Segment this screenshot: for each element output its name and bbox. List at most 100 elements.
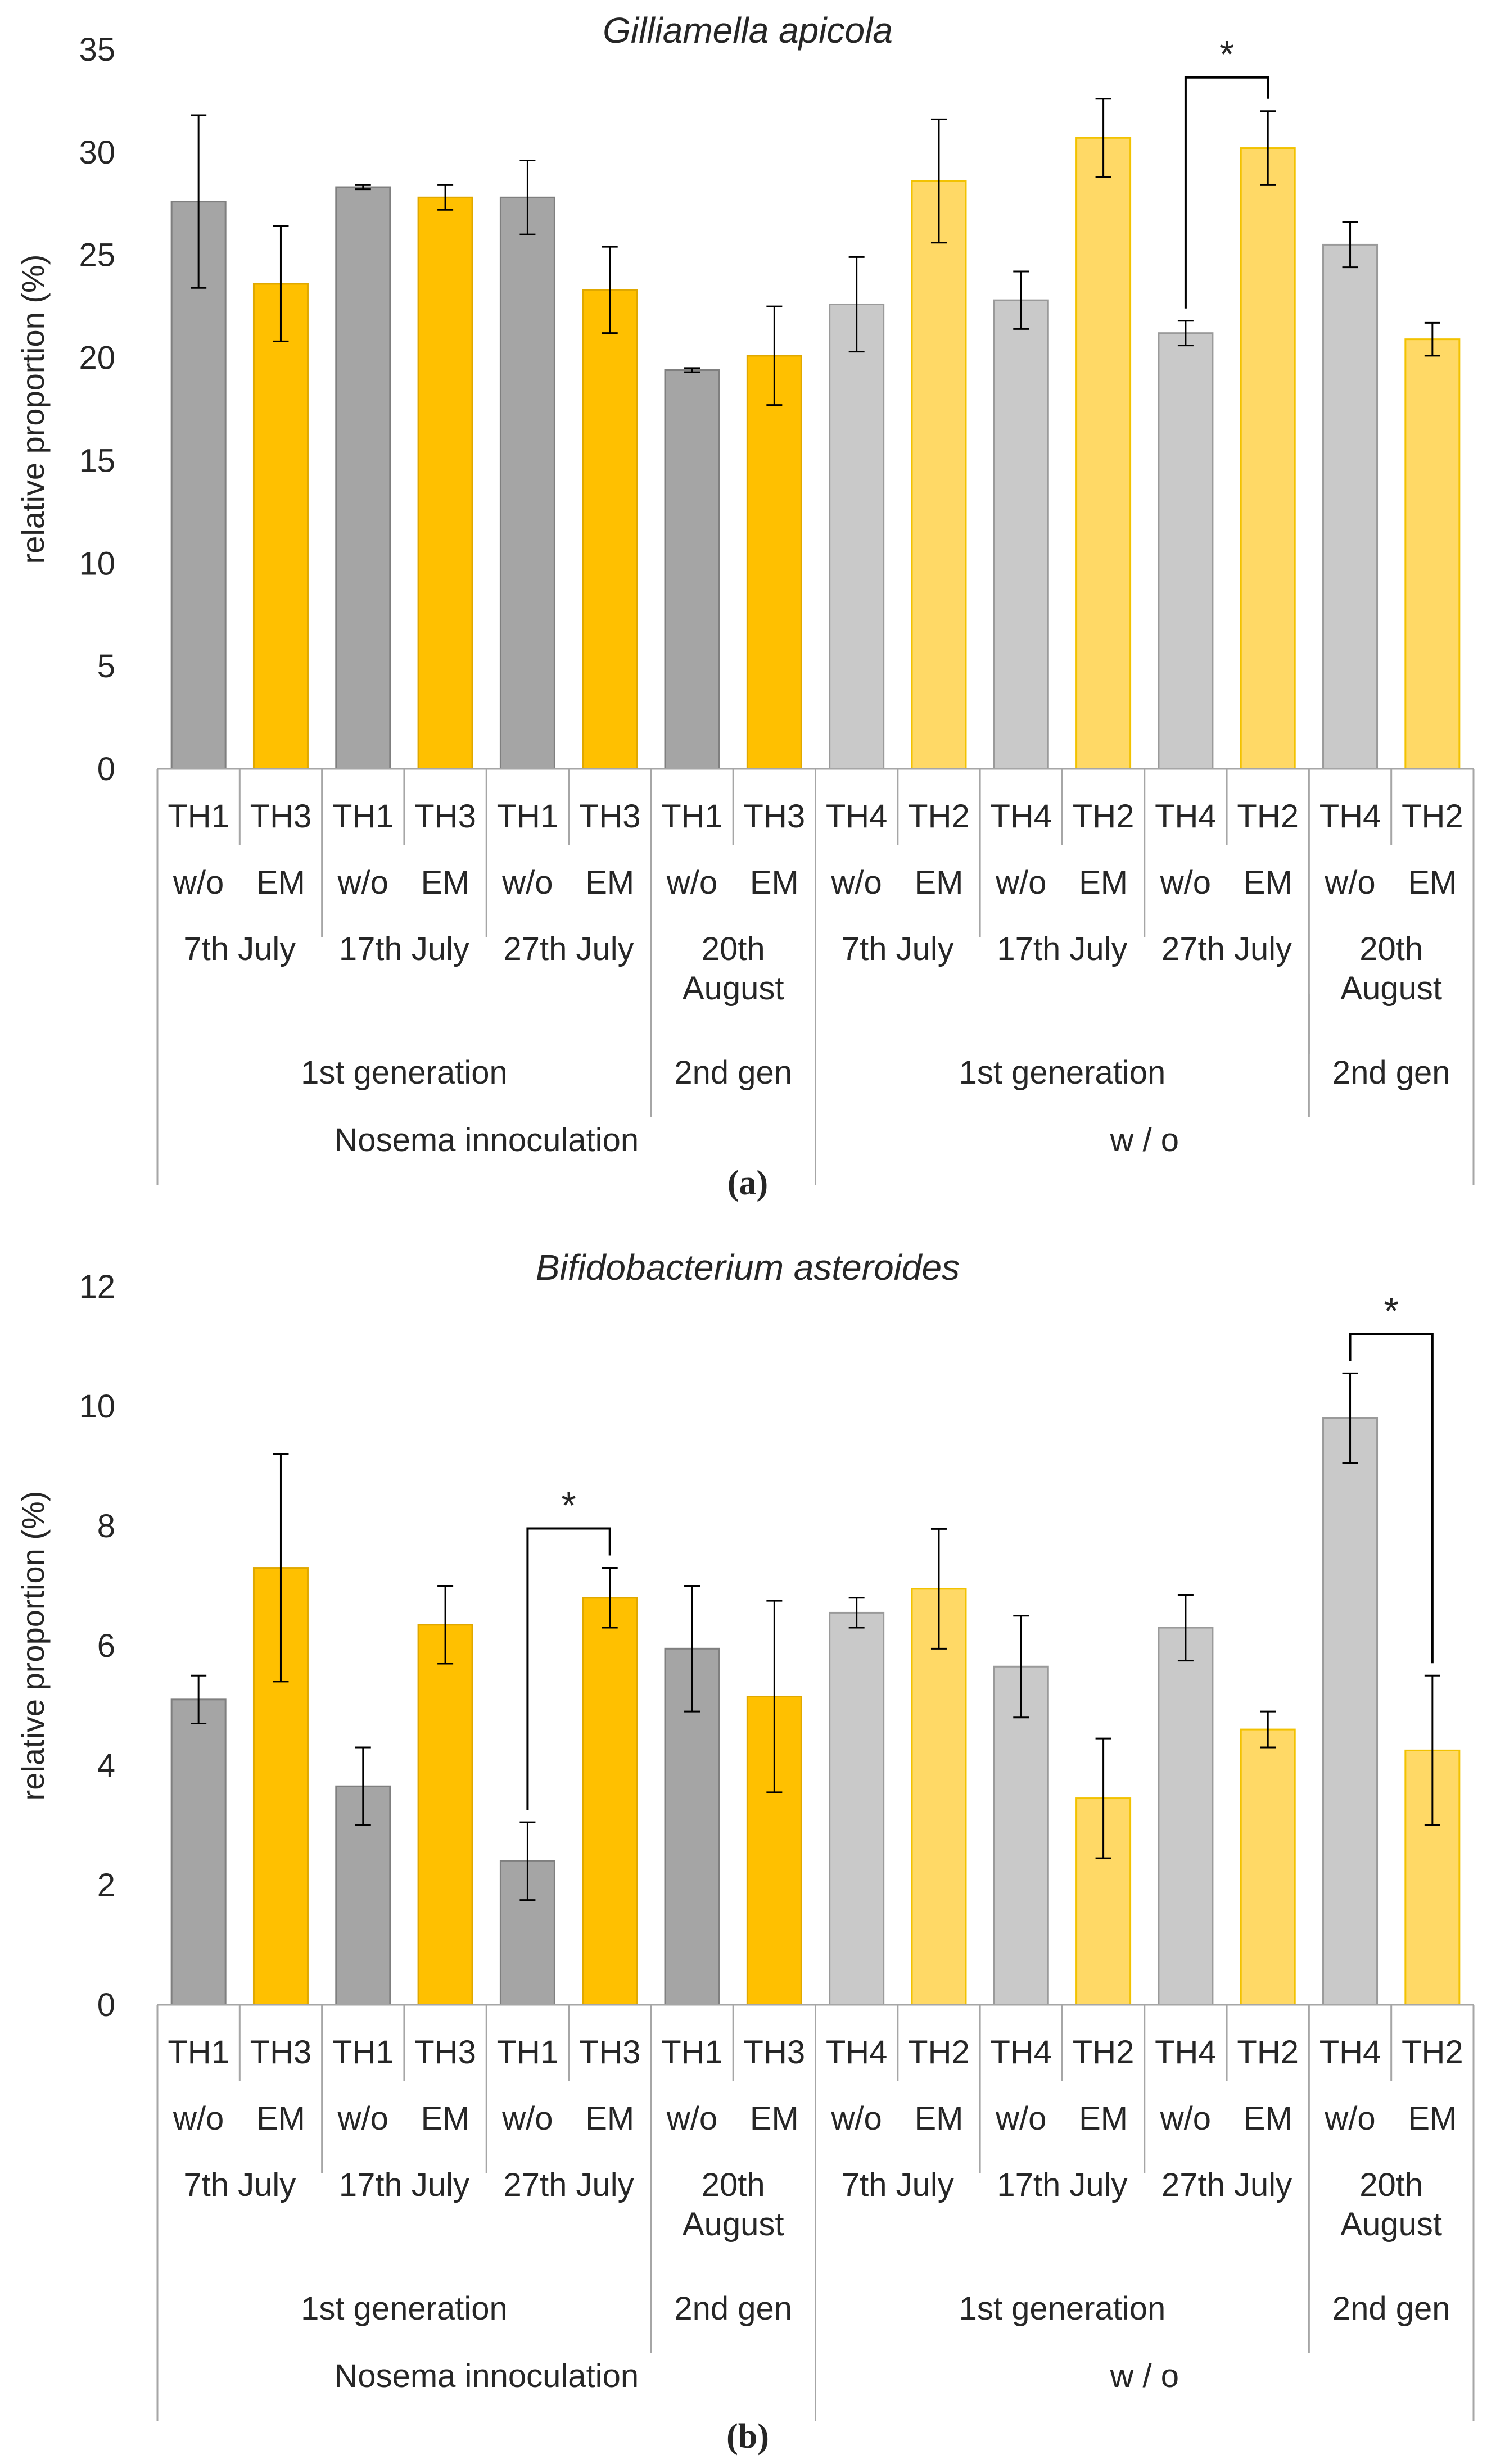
chart-title: Gilliamella apicola	[603, 10, 893, 51]
y-tick-label: 2	[97, 1867, 115, 1904]
x-generation-label: 2nd gen	[1332, 2290, 1450, 2327]
bar	[1240, 147, 1296, 770]
x-bar-label: TH1	[497, 798, 559, 835]
x-treatment-label: EM	[1079, 2100, 1128, 2137]
y-axis-label: relative proportion (%)	[15, 255, 51, 564]
x-bar-label: TH3	[250, 798, 312, 835]
x-treatment-label: w/o	[995, 864, 1046, 901]
y-axis-label: relative proportion (%)	[15, 1491, 51, 1801]
bar	[582, 1597, 638, 2006]
x-bar-label: TH2	[908, 798, 970, 835]
x-generation-label: 1st generation	[959, 2290, 1166, 2327]
significance-bracket	[526, 1527, 611, 1810]
bar	[1404, 338, 1461, 770]
x-generation-label: 1st generation	[301, 2290, 508, 2327]
x-treatment-label: EM	[256, 864, 305, 901]
x-generation-label: 1st generation	[959, 1054, 1166, 1091]
bar	[993, 1665, 1049, 2006]
x-bar-label: TH1	[168, 798, 229, 835]
x-date-label: 20th	[1359, 2167, 1423, 2203]
x-date-label: 20th	[702, 931, 765, 967]
x-treatment-label: EM	[1079, 864, 1128, 901]
x-treatment-label: w/o	[1160, 864, 1211, 901]
x-bar-label: TH2	[1237, 798, 1299, 835]
x-treatment-label: w/o	[995, 2100, 1046, 2137]
x-bar-label: TH2	[1073, 2034, 1135, 2071]
x-bar-label: TH4	[1155, 2034, 1217, 2071]
bar	[664, 369, 720, 770]
x-bar-label: TH4	[1155, 798, 1217, 835]
x-date-label: August	[683, 970, 784, 1007]
chart-title: Bifidobacterium asteroides	[536, 1247, 960, 1288]
y-tick-label: 0	[97, 1987, 115, 2023]
bar	[1158, 332, 1214, 770]
x-group-label: Nosema innoculation	[334, 2358, 639, 2394]
x-treatment-label: w/o	[1324, 2100, 1375, 2137]
x-treatment-label: w/o	[173, 2100, 224, 2137]
panel-label: (a)	[727, 1164, 768, 1202]
y-tick-label: 30	[79, 134, 115, 171]
chart-panel-a: Gilliamella apicola relative proportion (…	[15, 10, 1475, 1202]
bar	[911, 180, 967, 770]
x-generation-label: 1st generation	[301, 1054, 508, 1091]
x-bar-label: TH1	[661, 798, 723, 835]
x-group-label: w / o	[1110, 1122, 1179, 1158]
bar	[1240, 1728, 1296, 2006]
x-bar-label: TH4	[990, 2034, 1052, 2071]
y-tick-label: 10	[79, 545, 115, 582]
x-treatment-label: w/o	[337, 2100, 388, 2137]
x-treatment-label: EM	[256, 2100, 305, 2137]
x-bar-label: TH2	[1402, 798, 1463, 835]
y-tick-label: 10	[79, 1388, 115, 1425]
y-tick-label: 12	[79, 1269, 115, 1305]
x-bar-label: TH1	[661, 2034, 723, 2071]
x-group-label: Nosema innoculation	[334, 1122, 639, 1158]
y-tick-label: 25	[79, 237, 115, 274]
significance-star: *	[561, 1484, 576, 1527]
y-tick-label: 20	[79, 340, 115, 377]
x-treatment-label: w/o	[666, 2100, 717, 2137]
bar	[746, 355, 802, 770]
bar	[1322, 243, 1379, 770]
x-date-label: August	[683, 2206, 784, 2243]
x-bar-label: TH2	[1402, 2034, 1463, 2071]
x-date-label: 7th July	[842, 2167, 954, 2203]
x-date-label: 17th July	[339, 931, 469, 967]
y-tick-label: 15	[79, 442, 115, 479]
x-bar-label: TH1	[332, 798, 394, 835]
bar	[993, 299, 1049, 770]
x-date-label: 27th July	[503, 2167, 634, 2203]
x-date-label: August	[1340, 2206, 1442, 2243]
bar	[170, 201, 227, 770]
bar	[582, 289, 638, 770]
bar	[1158, 1627, 1214, 2006]
x-bar-label: TH3	[414, 2034, 476, 2071]
x-treatment-label: w/o	[173, 864, 224, 901]
x-date-label: August	[1340, 970, 1442, 1007]
x-bar-label: TH3	[744, 798, 806, 835]
x-date-label: 7th July	[842, 931, 954, 967]
x-date-label: 27th July	[503, 931, 634, 967]
bar	[252, 283, 309, 770]
bar	[417, 1624, 473, 2006]
x-bar-label: TH4	[826, 798, 888, 835]
x-date-label: 20th	[1359, 931, 1423, 967]
x-date-label: 7th July	[183, 2167, 296, 2203]
x-bar-label: TH3	[579, 798, 641, 835]
x-bar-label: TH1	[332, 2034, 394, 2071]
y-tick-label: 6	[97, 1628, 115, 1664]
x-treatment-label: w/o	[501, 864, 553, 901]
x-bar-label: TH4	[1319, 798, 1381, 835]
significance-bracket	[1349, 1333, 1434, 1664]
x-date-label: 20th	[702, 2167, 765, 2203]
x-treatment-label: EM	[1244, 2100, 1292, 2137]
x-treatment-label: w/o	[666, 864, 717, 901]
x-treatment-label: w/o	[831, 2100, 882, 2137]
x-generation-label: 2nd gen	[674, 2290, 792, 2327]
x-treatment-label: EM	[1408, 864, 1457, 901]
x-date-label: 7th July	[183, 931, 296, 967]
x-treatment-label: EM	[585, 864, 634, 901]
x-bar-label: TH4	[1319, 2034, 1381, 2071]
x-generation-label: 2nd gen	[674, 1054, 792, 1091]
